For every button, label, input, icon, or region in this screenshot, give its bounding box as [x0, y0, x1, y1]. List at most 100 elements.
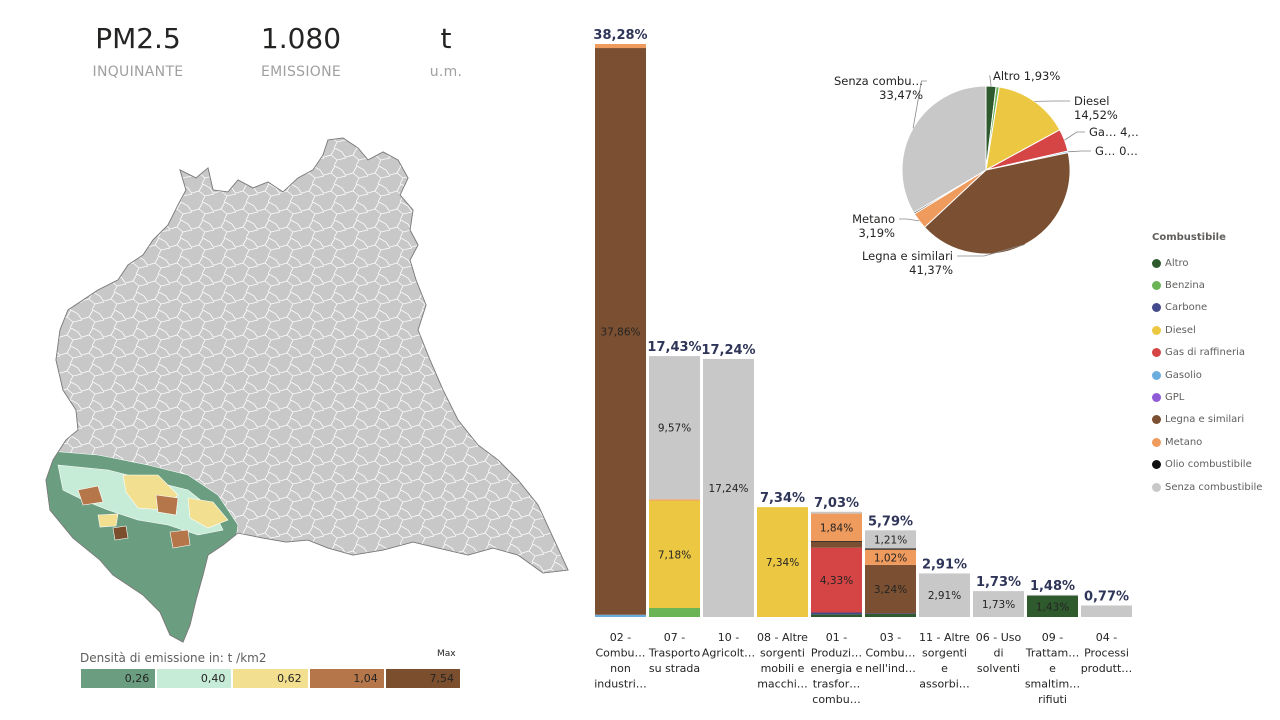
bar-category-label: 01 -	[826, 631, 847, 644]
pie-slice-label: Diesel	[1074, 94, 1109, 108]
legend-item-8[interactable]: Legna e similari	[1152, 409, 1262, 431]
kpi-pollutant-value: PM2.5	[95, 22, 181, 55]
bar-segment-label: 17,24%	[708, 483, 748, 495]
bar-category-label: 03 -	[880, 631, 901, 644]
kpi-emission-value: 1.080	[260, 22, 342, 55]
bar-category-label: sorgenti	[922, 647, 967, 660]
pie-leader-line	[912, 80, 927, 129]
bar-category-label: macchi…	[757, 678, 808, 691]
pie-slice-label: Ga… 4,…	[1089, 125, 1140, 139]
bar-category-label: 08 - Altre	[757, 631, 808, 644]
bar-segment-5-3	[811, 547, 862, 613]
legend-dot-icon	[1152, 258, 1161, 268]
legend-item-label: Gas di raffineria	[1165, 347, 1245, 359]
kpi-pollutant: PM2.5 INQUINANTE	[63, 22, 213, 80]
legend-item-label: Metano	[1165, 436, 1203, 448]
bar-segment-label: 1,02%	[874, 552, 907, 564]
legend-item-6[interactable]: Gasolio	[1152, 364, 1262, 386]
pie-slice-label: 41,37%	[909, 263, 953, 277]
bar-segment-9-1	[1027, 595, 1078, 617]
bar-category-label: assorbi…	[919, 678, 970, 691]
legend-item-5[interactable]: Gas di raffineria	[1152, 342, 1262, 364]
legend-item-label: Carbone	[1165, 302, 1208, 314]
legend-item-7[interactable]: GPL	[1152, 386, 1262, 408]
bar-total-label: 7,34%	[760, 491, 805, 506]
bar-category-label: combu…	[812, 693, 860, 706]
bar-category-label: 02 -	[610, 631, 631, 644]
density-seg-5-value: 7,54	[429, 672, 455, 685]
bar-category-label: sorgenti	[760, 647, 805, 660]
density-seg-2: 0,40	[156, 668, 233, 689]
legend-item-10[interactable]: Olio combustibile	[1152, 454, 1262, 476]
bar-category-label: 06 - Uso	[976, 631, 1022, 644]
legend-item-9[interactable]: Metano	[1152, 431, 1262, 453]
bar-category-label: smaltim…	[1025, 678, 1080, 691]
bar-total-label: 0,77%	[1084, 589, 1129, 604]
bar-segment-2-3	[649, 499, 700, 501]
bar-segment-4-1	[757, 507, 808, 617]
bar-category-label: non	[610, 662, 631, 675]
bar-category-label: Combu…	[595, 647, 645, 660]
legend-item-label: Senza combustibile	[1165, 481, 1263, 493]
bar-segment-label: 7,18%	[658, 549, 691, 561]
bar-segment-1-2	[595, 48, 646, 615]
legend-dot-icon	[1152, 482, 1161, 492]
legend-item-label: GPL	[1165, 392, 1185, 404]
bar-segment-label: 37,86%	[600, 326, 640, 338]
bar-category-label: produtt…	[1081, 662, 1133, 675]
bar-segment-5-6	[811, 513, 862, 542]
bar-segment-7-1	[919, 573, 970, 617]
legend-dot-icon	[1152, 348, 1161, 358]
bar-segment-label: 3,24%	[874, 584, 907, 596]
bar-segment-9-2	[1027, 594, 1078, 596]
legend-item-11[interactable]: Senza combustibile	[1152, 476, 1262, 498]
fuel-legend-title: Combustibile	[1152, 232, 1226, 243]
bar-category-label: industri…	[594, 678, 647, 691]
density-seg-3-value: 0,62	[277, 672, 302, 685]
bar-category-label: rifiuti	[1038, 693, 1067, 706]
bar-category-label: energia e	[811, 662, 863, 675]
kpi-emission-label: EMISSIONE	[261, 64, 341, 80]
legend-item-label: Olio combustibile	[1165, 459, 1252, 471]
bar-total-label: 7,03%	[814, 496, 859, 511]
density-legend-label: Densità di emissione in: t /km2	[80, 651, 267, 665]
bar-segment-5-1	[811, 614, 862, 617]
bar-segment-label: 1,84%	[820, 522, 853, 534]
kpi-emission: 1.080 EMISSIONE	[226, 22, 376, 80]
bar-segment-3-1	[703, 358, 754, 617]
pie-leader-line	[899, 218, 920, 222]
bar-category-label: Combu…	[865, 647, 915, 660]
bar-category-label: Produzi…	[811, 647, 862, 660]
bar-segment-10-1	[1081, 605, 1132, 617]
emission-density-map[interactable]	[38, 130, 578, 650]
bar-segment-1-1	[595, 614, 646, 617]
legend-item-4[interactable]: Diesel	[1152, 319, 1262, 341]
pie-leader-line	[1067, 150, 1091, 153]
bar-segment-label: 1,73%	[982, 599, 1015, 611]
pie-slice-label: Metano	[852, 212, 895, 226]
bar-total-label: 5,79%	[868, 514, 913, 529]
bar-segment-5-2	[811, 612, 862, 615]
legend-item-2[interactable]: Benzina	[1152, 274, 1262, 296]
legend-dot-icon	[1152, 281, 1161, 291]
bar-category-label: 11 - Altre	[919, 631, 970, 644]
bar-total-label: 17,24%	[701, 343, 755, 358]
bar-category-label: Trattam…	[1025, 647, 1079, 660]
bar-total-label: 1,73%	[976, 575, 1021, 590]
kpi-unit: t u.m.	[371, 22, 521, 80]
pie-slice-label: 3,19%	[858, 226, 895, 240]
bar-segment-label: 1,21%	[874, 534, 907, 546]
bar-segment-2-4	[649, 356, 700, 500]
legend-dot-icon	[1152, 437, 1161, 447]
pie-slice-label: Senza combu…	[834, 74, 923, 88]
pie-slice-label: G… 0…	[1095, 144, 1138, 158]
legend-item-1[interactable]: Altro	[1152, 252, 1262, 274]
legend-item-3[interactable]: Carbone	[1152, 297, 1262, 319]
bar-category-label: e	[1049, 662, 1056, 675]
bar-category-label: nell'ind…	[865, 662, 916, 675]
bar-category-label: mobili e	[761, 662, 805, 675]
fuel-legend: Combustibile Altro Benzina Carbone Diesel Ga…	[1152, 232, 1262, 498]
bar-segment-label: 1,43%	[1036, 601, 1069, 613]
bar-segment-label: 2,91%	[928, 590, 961, 602]
pie-leader-line	[957, 244, 1025, 257]
